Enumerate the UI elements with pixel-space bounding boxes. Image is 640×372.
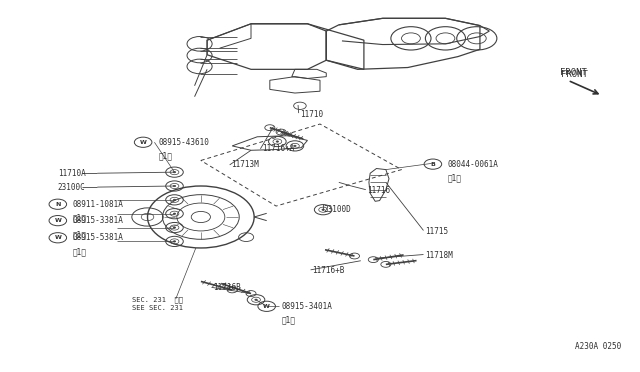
Circle shape xyxy=(294,145,296,147)
Text: 08044-0061A: 08044-0061A xyxy=(448,160,499,169)
Text: FRONT: FRONT xyxy=(560,68,587,77)
Text: （1）: （1） xyxy=(73,230,87,239)
Text: FRONT: FRONT xyxy=(561,70,588,79)
Text: （1）: （1） xyxy=(448,173,462,183)
Text: 11716B: 11716B xyxy=(213,283,241,292)
Text: 11718M: 11718M xyxy=(426,251,453,260)
Text: 08915-3401A: 08915-3401A xyxy=(282,302,333,311)
Text: 11716+B: 11716+B xyxy=(312,266,345,275)
Circle shape xyxy=(255,299,257,301)
Text: 11716: 11716 xyxy=(367,186,390,195)
Text: 11715: 11715 xyxy=(426,227,449,236)
Circle shape xyxy=(173,227,176,228)
Text: （1）: （1） xyxy=(73,247,87,256)
Text: （1）: （1） xyxy=(282,316,296,325)
Text: W: W xyxy=(54,218,61,223)
Text: 08911-1081A: 08911-1081A xyxy=(73,200,124,209)
Text: SEC. 231  参照
SEE SEC. 231: SEC. 231 参照 SEE SEC. 231 xyxy=(132,296,183,311)
Text: A230A 0250: A230A 0250 xyxy=(575,342,621,351)
Circle shape xyxy=(173,241,176,242)
Text: N: N xyxy=(55,202,61,207)
Text: 23100C: 23100C xyxy=(58,183,86,192)
Text: 11716+A: 11716+A xyxy=(262,144,294,153)
Text: W: W xyxy=(54,235,61,240)
Text: 23100D: 23100D xyxy=(323,205,351,214)
Text: 11713M: 11713M xyxy=(231,160,259,169)
Circle shape xyxy=(276,141,278,142)
Text: W: W xyxy=(140,140,147,145)
Circle shape xyxy=(173,213,176,214)
Circle shape xyxy=(322,209,324,211)
Text: 08915-3381A: 08915-3381A xyxy=(73,216,124,225)
Text: （1）: （1） xyxy=(73,214,87,222)
Circle shape xyxy=(173,199,176,201)
Text: 08915-5381A: 08915-5381A xyxy=(73,233,124,242)
Circle shape xyxy=(173,171,176,173)
Text: 11710: 11710 xyxy=(300,110,323,119)
Text: 11710A: 11710A xyxy=(58,169,86,178)
Text: B: B xyxy=(431,161,435,167)
Text: 08915-43610: 08915-43610 xyxy=(158,138,209,147)
Text: （1）: （1） xyxy=(158,152,172,161)
Circle shape xyxy=(173,185,176,187)
Text: W: W xyxy=(263,304,270,309)
